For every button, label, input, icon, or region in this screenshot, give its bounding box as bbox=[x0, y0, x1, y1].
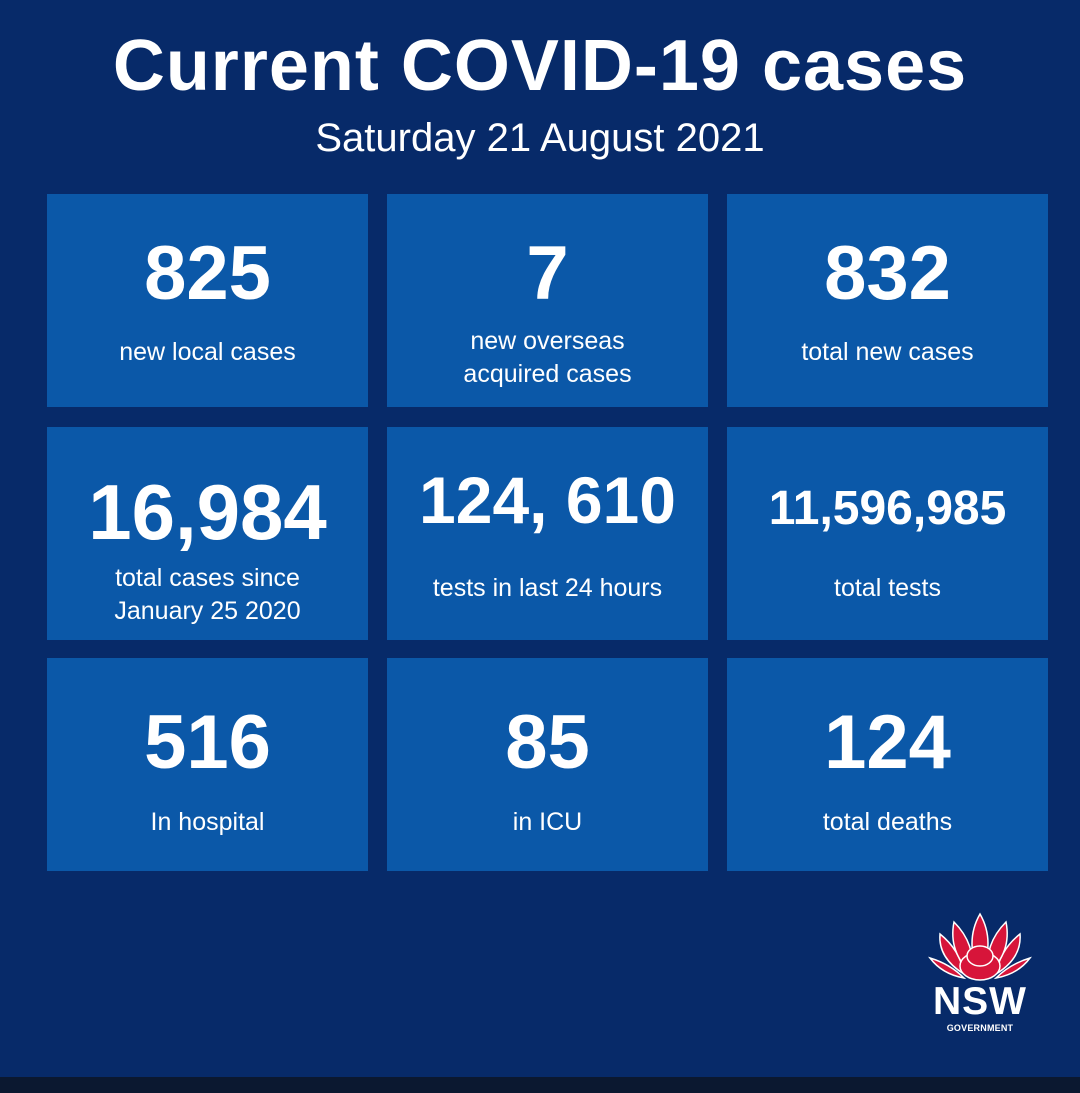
nsw-government-logo: NSW GOVERNMENT bbox=[924, 912, 1044, 1042]
logo-subtitle: GOVERNMENT bbox=[946, 1023, 1014, 1033]
stat-label: total deaths bbox=[822, 808, 953, 836]
stat-value: 825 bbox=[144, 231, 271, 316]
page-title: Current COVID-19 cases bbox=[112, 26, 968, 106]
stat-tile-new-local-cases: 825 new local cases bbox=[47, 194, 368, 407]
stat-tile-in-hospital: 516 In hospital bbox=[47, 658, 368, 871]
stat-tile-tests-last-24-hours: 124, 610 tests in last 24 hours bbox=[387, 427, 708, 640]
stat-label: tests in last 24 hours bbox=[432, 574, 663, 602]
stat-value: 124, 610 bbox=[419, 463, 676, 537]
stat-value: 16,984 bbox=[88, 468, 327, 556]
stat-label: new local cases bbox=[119, 338, 296, 366]
stat-label: total cases since January 25 2020 bbox=[114, 564, 301, 625]
stat-value: 11,596,985 bbox=[768, 482, 1007, 535]
stat-value: 516 bbox=[144, 700, 271, 785]
stat-label: new overseas acquired cases bbox=[463, 327, 632, 388]
stat-tile-total-tests: 11,596,985 total tests bbox=[727, 427, 1048, 640]
stat-value: 7 bbox=[526, 231, 569, 316]
stat-tile-overseas-acquired-cases: 7 new overseas acquired cases bbox=[387, 194, 708, 407]
stat-value: 832 bbox=[824, 231, 951, 316]
stat-label: in ICU bbox=[512, 808, 583, 836]
stat-tile-total-cases: 16,984 total cases since January 25 2020 bbox=[47, 427, 368, 640]
stat-tile-in-icu: 85 in ICU bbox=[387, 658, 708, 871]
stat-tile-total-deaths: 124 total deaths bbox=[727, 658, 1048, 871]
stat-tile-total-new-cases: 832 total new cases bbox=[727, 194, 1048, 407]
stat-value: 124 bbox=[824, 700, 951, 785]
stat-label: In hospital bbox=[150, 808, 265, 836]
logo-wordmark: NSW bbox=[933, 980, 1027, 1023]
stat-value: 85 bbox=[505, 700, 590, 785]
stat-label: total tests bbox=[834, 574, 941, 602]
report-date: Saturday 21 August 2021 bbox=[315, 116, 765, 160]
bottom-strip bbox=[0, 1077, 1080, 1093]
stat-label: total new cases bbox=[801, 338, 974, 366]
waratah-flower-icon bbox=[928, 912, 1032, 981]
